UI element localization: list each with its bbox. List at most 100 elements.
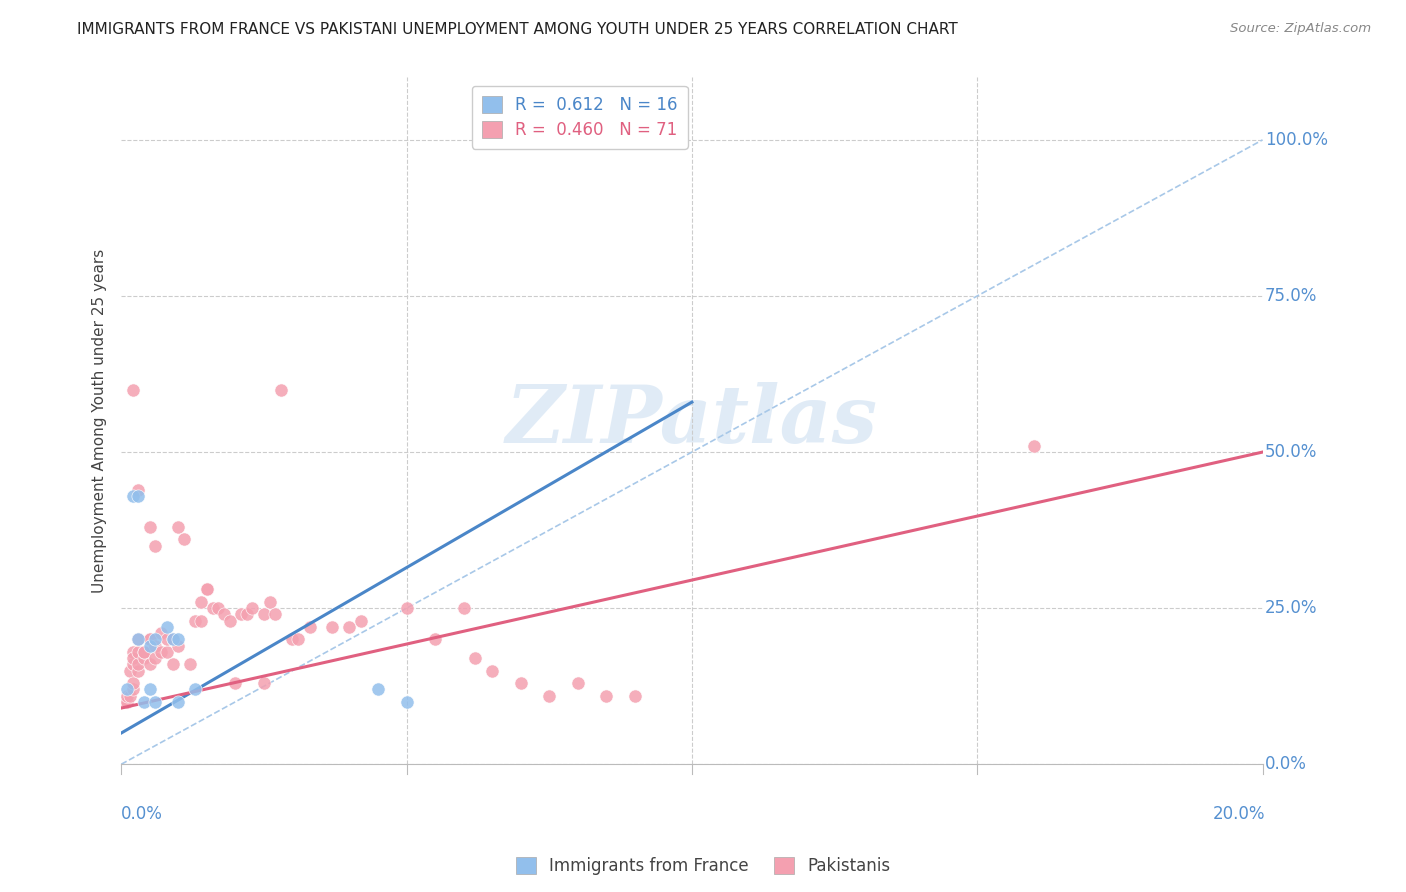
Text: ZIPatlas: ZIPatlas — [506, 382, 877, 459]
Point — [118, 689, 141, 703]
Point — [139, 639, 162, 653]
Text: IMMIGRANTS FROM FRANCE VS PAKISTANI UNEMPLOYMENT AMONG YOUTH UNDER 25 YEARS CORR: IMMIGRANTS FROM FRANCE VS PAKISTANI UNEM… — [77, 22, 957, 37]
Point — [139, 520, 162, 534]
Point — [481, 664, 503, 678]
Point — [150, 626, 173, 640]
Legend: R =  0.612   N = 16, R =  0.460   N = 71: R = 0.612 N = 16, R = 0.460 N = 71 — [472, 86, 688, 149]
Point — [321, 620, 343, 634]
Point — [423, 632, 446, 647]
Point — [145, 651, 167, 665]
Point — [127, 489, 149, 503]
Point — [115, 682, 138, 697]
Legend: Immigrants from France, Pakistanis: Immigrants from France, Pakistanis — [508, 849, 898, 884]
Point — [127, 483, 149, 497]
Point — [195, 582, 218, 597]
Point — [139, 632, 162, 647]
Point — [595, 689, 617, 703]
Point — [127, 664, 149, 678]
Point — [127, 632, 149, 647]
Point — [287, 632, 309, 647]
Point — [132, 695, 155, 709]
Point — [145, 539, 167, 553]
Point — [121, 657, 143, 672]
Text: 75.0%: 75.0% — [1265, 287, 1317, 305]
Point — [139, 632, 162, 647]
Point — [162, 657, 184, 672]
Point — [242, 601, 264, 615]
Point — [167, 639, 190, 653]
Point — [395, 601, 418, 615]
Point — [367, 682, 389, 697]
Point — [156, 632, 179, 647]
Text: 25.0%: 25.0% — [1265, 599, 1317, 617]
Text: Source: ZipAtlas.com: Source: ZipAtlas.com — [1230, 22, 1371, 36]
Point — [132, 645, 155, 659]
Point — [179, 657, 201, 672]
Point — [212, 607, 235, 622]
Point — [139, 682, 162, 697]
Point — [156, 645, 179, 659]
Point — [270, 383, 292, 397]
Point — [127, 632, 149, 647]
Point — [132, 645, 155, 659]
Point — [190, 595, 212, 609]
Point — [184, 614, 207, 628]
Point — [253, 607, 276, 622]
Point — [395, 695, 418, 709]
Point — [224, 676, 246, 690]
Point — [121, 682, 143, 697]
Point — [115, 689, 138, 703]
Point — [150, 645, 173, 659]
Point — [195, 582, 218, 597]
Point — [145, 632, 167, 647]
Text: 0.0%: 0.0% — [121, 805, 163, 823]
Point — [115, 695, 138, 709]
Point — [350, 614, 373, 628]
Point — [145, 695, 167, 709]
Point — [121, 676, 143, 690]
Text: 0.0%: 0.0% — [1265, 756, 1306, 773]
Text: 50.0%: 50.0% — [1265, 443, 1317, 461]
Point — [121, 489, 143, 503]
Point — [236, 607, 259, 622]
Point — [1024, 439, 1046, 453]
Point — [162, 632, 184, 647]
Point — [145, 639, 167, 653]
Point — [201, 601, 224, 615]
Point — [281, 632, 304, 647]
Point — [112, 695, 135, 709]
Point — [121, 383, 143, 397]
Point — [229, 607, 252, 622]
Text: 100.0%: 100.0% — [1265, 131, 1327, 149]
Point — [567, 676, 589, 690]
Point — [464, 651, 486, 665]
Point — [167, 695, 190, 709]
Point — [162, 632, 184, 647]
Point — [218, 614, 240, 628]
Point — [156, 620, 179, 634]
Point — [139, 657, 162, 672]
Point — [127, 645, 149, 659]
Point — [184, 682, 207, 697]
Point — [264, 607, 287, 622]
Point — [173, 533, 195, 547]
Point — [121, 645, 143, 659]
Point — [624, 689, 647, 703]
Point — [339, 620, 361, 634]
Point — [207, 601, 229, 615]
Text: 20.0%: 20.0% — [1212, 805, 1265, 823]
Point — [190, 614, 212, 628]
Point — [167, 632, 190, 647]
Point — [298, 620, 321, 634]
Point — [453, 601, 475, 615]
Point — [132, 651, 155, 665]
Y-axis label: Unemployment Among Youth under 25 years: Unemployment Among Youth under 25 years — [93, 249, 107, 593]
Point — [259, 595, 281, 609]
Point — [509, 676, 531, 690]
Point — [538, 689, 561, 703]
Point — [121, 651, 143, 665]
Point — [167, 520, 190, 534]
Point — [253, 676, 276, 690]
Point — [127, 657, 149, 672]
Point — [118, 664, 141, 678]
